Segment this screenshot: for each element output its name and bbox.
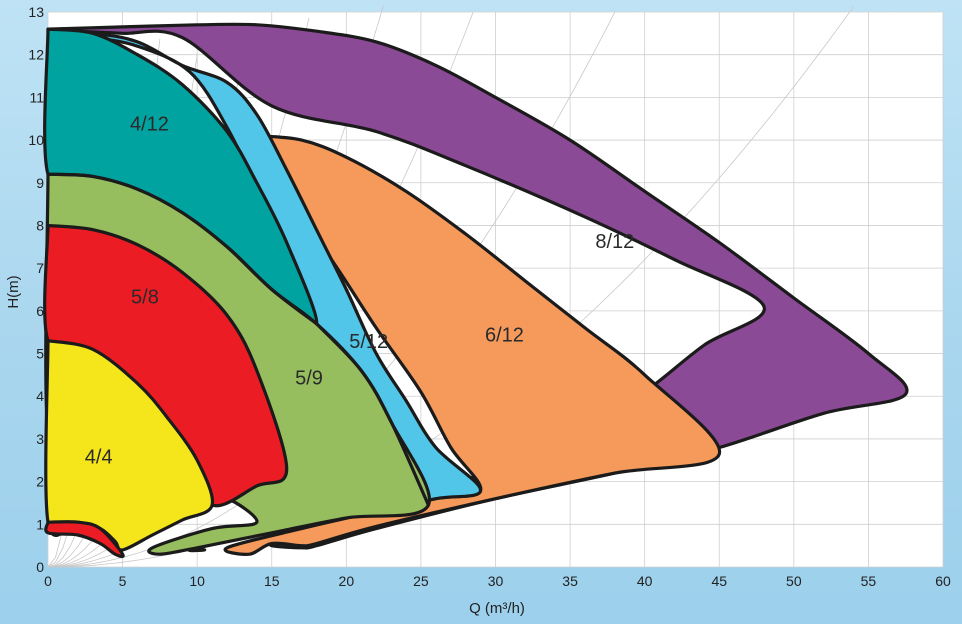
x-tick-label: 60 bbox=[935, 573, 951, 589]
y-tick-label: 2 bbox=[36, 474, 44, 490]
region-label-5-9: 5/9 bbox=[295, 367, 323, 389]
x-tick-label: 10 bbox=[189, 573, 205, 589]
5/9-upper-right-border bbox=[314, 322, 430, 507]
y-tick-label: 13 bbox=[28, 4, 44, 20]
region-label-5-8: 5/8 bbox=[131, 286, 159, 308]
y-tick-label: 0 bbox=[36, 559, 44, 575]
x-tick-label: 0 bbox=[44, 573, 52, 589]
x-tick-label: 40 bbox=[637, 573, 653, 589]
x-tick-label: 15 bbox=[264, 573, 280, 589]
region-6-12 bbox=[223, 134, 721, 556]
y-tick-label: 5 bbox=[36, 346, 44, 362]
4/12-to-5/9-border bbox=[46, 172, 319, 326]
performance-regions bbox=[43, 22, 909, 559]
x-tick-label: 50 bbox=[786, 573, 802, 589]
y-tick-label: 3 bbox=[36, 431, 44, 447]
region-label-4-4: 4/4 bbox=[85, 446, 113, 468]
axis-ticks: 0 5 10 15 20 25 30 35 40 45 50 55 600123456789101112… bbox=[28, 4, 951, 589]
y-tick-label: 8 bbox=[36, 217, 44, 233]
region-4-4-low bbox=[44, 520, 125, 559]
x-tick-label: 35 bbox=[562, 573, 578, 589]
y-tick-label: 7 bbox=[36, 260, 44, 276]
y-tick-label: 6 bbox=[36, 303, 44, 319]
region-label-5-12: 5/12 bbox=[349, 331, 388, 353]
x-tick-label: 20 bbox=[339, 573, 355, 589]
region-label-8-12: 8/12 bbox=[595, 231, 634, 253]
region-labels: 8/12 6/12 5/12 4/12 5/9 5/8 4/4 bbox=[85, 113, 634, 468]
y-tick-label: 10 bbox=[28, 132, 44, 148]
y-tick-label: 12 bbox=[28, 47, 44, 63]
y-axis-label: H(m) bbox=[5, 275, 22, 308]
x-axis-label: Q (m³/h) bbox=[469, 600, 525, 617]
x-tick-label: 55 bbox=[861, 573, 877, 589]
y-tick-label: 9 bbox=[36, 175, 44, 191]
y-tick-label: 1 bbox=[36, 516, 44, 532]
x-tick-label: 45 bbox=[711, 573, 727, 589]
region-label-6-12: 6/12 bbox=[485, 325, 524, 347]
y-tick-label: 4 bbox=[36, 388, 44, 404]
x-tick-label: 25 bbox=[413, 573, 429, 589]
x-tick-label: 30 bbox=[488, 573, 504, 589]
x-tick-label: 5 bbox=[119, 573, 127, 589]
region-label-4-12: 4/12 bbox=[130, 113, 169, 135]
y-tick-label: 11 bbox=[29, 89, 44, 105]
